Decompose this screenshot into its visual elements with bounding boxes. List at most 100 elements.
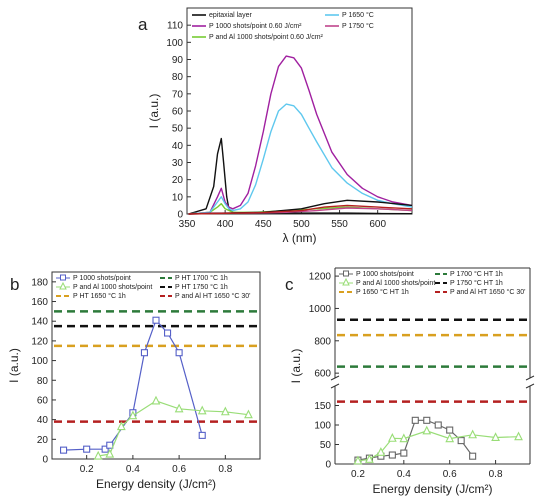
legend-marker bbox=[342, 277, 350, 286]
x-tick-label: 500 bbox=[293, 219, 310, 230]
data-point bbox=[468, 429, 478, 439]
y-tick-label: 600 bbox=[314, 369, 331, 380]
y-tick-label: 800 bbox=[314, 336, 331, 347]
y-tick-label: 140 bbox=[31, 317, 48, 328]
series-line-0 bbox=[357, 419, 474, 461]
y-tick-label: 110 bbox=[167, 21, 183, 32]
x-axis-label: λ (nm) bbox=[283, 231, 317, 245]
axis-break-mark bbox=[330, 383, 340, 389]
data-point bbox=[457, 437, 465, 445]
legend-entry: P and Al HT 1650 °C 30' bbox=[175, 292, 250, 300]
data-point bbox=[60, 446, 68, 454]
x-tick-label: 600 bbox=[369, 219, 386, 230]
y-tick-label: 0 bbox=[177, 210, 183, 221]
series-line-1 bbox=[188, 55, 413, 215]
legend-marker bbox=[343, 270, 349, 277]
y-tick-label: 1200 bbox=[309, 272, 332, 283]
y-tick-label: 100 bbox=[31, 356, 48, 367]
axis-break-mark bbox=[525, 375, 535, 381]
y-tick-label: 20 bbox=[37, 435, 49, 446]
legend-entry: P and Al 1000 shots/point 0.60 J/cm² bbox=[209, 34, 324, 41]
data-point bbox=[388, 451, 396, 459]
legend-entry: P HT 1700 °C 1h bbox=[175, 274, 228, 282]
legend-entry: P HT 1650 °C 1h bbox=[73, 292, 126, 300]
legend-entry: P and Al 1000 shots/point bbox=[356, 280, 435, 287]
y-tick-label: 160 bbox=[31, 297, 48, 308]
y-tick-label: 80 bbox=[37, 376, 49, 387]
data-point bbox=[491, 432, 500, 442]
y-tick-label: 70 bbox=[172, 89, 184, 100]
data-point bbox=[175, 349, 183, 357]
y-axis-label: I (a.u.) bbox=[289, 349, 303, 384]
legend-entry: P and Al HT 1650 °C 30' bbox=[450, 288, 525, 296]
y-tick-label: 0 bbox=[42, 455, 48, 466]
panel-a-label: a bbox=[138, 15, 148, 34]
legend-entry: P 1750 °C HT 1h bbox=[450, 279, 503, 287]
y-tick-label: 150 bbox=[314, 401, 331, 412]
x-tick-label: 350 bbox=[179, 219, 196, 230]
legend-entry: P 1650 °C bbox=[342, 11, 374, 19]
y-tick-label: 100 bbox=[314, 421, 331, 432]
legend-entry: P and Al 1000 shots/point bbox=[73, 284, 152, 291]
y-tick-label: 100 bbox=[166, 38, 183, 49]
x-tick-label: 0.2 bbox=[80, 464, 94, 475]
x-axis-label: Energy density (J/cm²) bbox=[96, 477, 216, 491]
panel-a-plot: 350 400 450 500 550 600 0 10 20 30 40 50 60 70 80 90 100… bbox=[147, 7, 413, 245]
plot-frame bbox=[51, 271, 261, 460]
data-point bbox=[445, 433, 455, 443]
series-line-1 bbox=[357, 430, 519, 462]
x-tick-label: 550 bbox=[331, 219, 348, 230]
y-tick-label: 180 bbox=[31, 277, 48, 288]
y-tick-label: 90 bbox=[172, 55, 184, 66]
panel-c-plot: 0.2 0.4 0.6 0.8 0 50 100 150 600 800 1000 1200 Energ… bbox=[289, 267, 535, 496]
data-point bbox=[93, 450, 103, 460]
data-point bbox=[106, 441, 114, 449]
legend-entry: P 1650 °C HT 1h bbox=[356, 288, 409, 296]
data-point bbox=[116, 421, 126, 431]
x-tick-label: 450 bbox=[255, 219, 272, 230]
series-line-3 bbox=[188, 103, 413, 215]
y-tick-label: 20 bbox=[172, 175, 184, 186]
y-tick-label: 80 bbox=[172, 72, 184, 83]
x-axis-label: Energy density (J/cm²) bbox=[372, 482, 492, 496]
data-point bbox=[446, 426, 454, 434]
y-tick-label: 120 bbox=[31, 336, 48, 347]
legend-marker bbox=[59, 281, 67, 290]
legend-marker bbox=[60, 274, 66, 281]
legend-entry: P 1000 shots/point 0.60 J/cm² bbox=[209, 23, 302, 30]
data-point bbox=[198, 431, 206, 439]
data-point bbox=[376, 447, 386, 456]
data-point bbox=[197, 405, 207, 415]
x-tick-label: 0.8 bbox=[489, 469, 503, 480]
data-point bbox=[105, 448, 115, 458]
data-point bbox=[353, 455, 363, 465]
legend-entry: epitaxial layer bbox=[209, 12, 252, 19]
data-point bbox=[83, 445, 91, 453]
x-tick-label: 0.2 bbox=[351, 469, 365, 480]
data-point bbox=[174, 403, 184, 413]
data-point bbox=[220, 406, 230, 416]
x-tick-label: 0.4 bbox=[397, 469, 411, 480]
data-point bbox=[411, 416, 419, 424]
legend-entry: P 1750 °C bbox=[342, 22, 374, 30]
data-point bbox=[400, 449, 408, 457]
data-point bbox=[469, 452, 477, 460]
axis-break-mark bbox=[330, 375, 340, 381]
series-line-6 bbox=[188, 204, 413, 215]
data-point bbox=[365, 454, 374, 463]
panel-b-label: b bbox=[10, 275, 19, 294]
y-axis-label: I (a.u.) bbox=[147, 94, 161, 129]
data-point bbox=[244, 409, 253, 419]
data-point bbox=[101, 445, 109, 453]
y-tick-label: 0 bbox=[325, 460, 331, 471]
x-tick-label: 0.8 bbox=[218, 464, 232, 475]
y-tick-label: 30 bbox=[172, 158, 184, 169]
legend-entry: P 1000 shots/point bbox=[356, 271, 414, 278]
data-point bbox=[152, 316, 160, 324]
y-tick-label: 60 bbox=[172, 107, 184, 118]
x-tick-label: 0.6 bbox=[172, 464, 186, 475]
series-line-0 bbox=[63, 319, 203, 451]
x-tick-label: 0.6 bbox=[443, 469, 457, 480]
y-axis-label: I (a.u.) bbox=[7, 348, 21, 383]
y-tick-label: 40 bbox=[172, 141, 184, 152]
